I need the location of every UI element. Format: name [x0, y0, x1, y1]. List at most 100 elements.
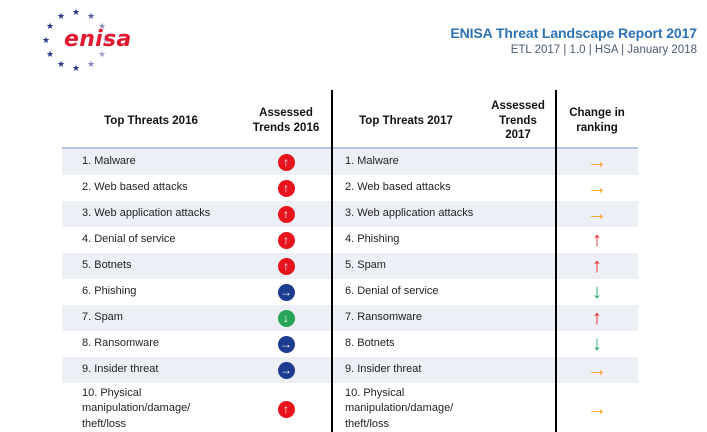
enisa-logo: enisa [40, 8, 140, 76]
trend-circle-icon [510, 232, 527, 249]
trend-circle-icon [510, 206, 527, 223]
trend-circle-icon [277, 361, 295, 379]
trend-2017-cell [480, 357, 556, 383]
threat-2016-label: 8. Ransomware [82, 337, 160, 350]
eu-star-icon [72, 8, 80, 17]
column-divider [555, 90, 557, 432]
ranking-change-arrow-icon [587, 399, 607, 419]
threat-2017-label: 3. Web application attacks [345, 207, 474, 220]
threat-2016-label: 6. Phishing [82, 285, 137, 298]
trend-2017-cell [480, 331, 556, 357]
table-row: 1. Malware 1. Malware [62, 149, 638, 175]
threat-2017-label: 5. Spam [345, 259, 386, 272]
report-title-block: ENISA Threat Landscape Report 2017 ETL 2… [450, 25, 697, 56]
trend-circle-icon [277, 179, 295, 197]
trend-2017-cell [480, 149, 556, 175]
threat-2016-label: 9. Insider threat [82, 363, 159, 376]
ranking-change-arrow-icon [587, 360, 607, 380]
column-header-change-in-ranking: Change in ranking [569, 107, 625, 134]
trend-2017-cell [480, 305, 556, 331]
table-row: 4. Denial of service 4. Phishing [62, 227, 638, 253]
table-row: 10. Physical manipulation/damage/ theft/… [62, 383, 638, 432]
ranking-change-arrow-icon [592, 230, 602, 250]
trend-circle-icon [277, 231, 295, 249]
change-in-ranking-cell [556, 357, 638, 383]
trend-2017-cell [480, 386, 556, 432]
trend-circle-icon [510, 336, 527, 353]
trend-circle-icon [277, 309, 295, 327]
threat-2017-label: 1. Malware [345, 155, 399, 168]
trend-circle-icon [277, 153, 295, 171]
change-in-ranking-cell [556, 279, 638, 305]
table-row: 6. Phishing 6. Denial of service [62, 279, 638, 305]
change-in-ranking-cell [556, 305, 638, 331]
trend-circle-icon [277, 335, 295, 353]
threat-2017-label: 7. Ransomware [345, 311, 423, 324]
threat-2017-label: 4. Phishing [345, 233, 400, 246]
trend-circle-icon [510, 258, 527, 275]
threat-2017-label: 8. Botnets [345, 337, 395, 350]
change-in-ranking-cell [556, 227, 638, 253]
trend-circle-icon [277, 283, 295, 301]
table-row: 3. Web application attacks 3. Web applic… [62, 201, 638, 227]
trend-2016-cell [240, 253, 332, 279]
threat-2016-label: 1. Malware [82, 155, 136, 168]
change-in-ranking-cell [556, 175, 638, 201]
trend-circle-icon [510, 362, 527, 379]
change-in-ranking-cell [556, 149, 638, 175]
change-in-ranking-cell [556, 253, 638, 279]
trend-2017-cell [480, 253, 556, 279]
table-header-row: Top Threats 2016 Assessed Trends 2016 To… [62, 95, 638, 147]
trend-2016-cell [240, 227, 332, 253]
report-title: ENISA Threat Landscape Report 2017 [450, 25, 697, 41]
threat-2016-label: 3. Web application attacks [82, 207, 211, 220]
threat-2017-label: 2. Web based attacks [345, 181, 451, 194]
column-divider [331, 90, 333, 432]
trend-2016-cell [240, 201, 332, 227]
eu-star-icon [42, 36, 50, 45]
eu-star-icon [72, 64, 80, 73]
eu-star-icon [57, 60, 65, 69]
change-in-ranking-cell [556, 386, 638, 432]
column-header-assessed-trends-2017: Assessed Trends 2017 [491, 99, 545, 142]
enisa-logo-text: enisa [64, 27, 132, 52]
eu-star-icon [87, 60, 95, 69]
trend-circle-icon [277, 205, 295, 223]
table-row: 5. Botnets 5. Spam [62, 253, 638, 279]
trend-2017-cell [480, 201, 556, 227]
eu-star-icon [87, 12, 95, 21]
change-in-ranking-cell [556, 201, 638, 227]
table-row: 7. Spam 7. Ransomware [62, 305, 638, 331]
eu-star-icon [57, 12, 65, 21]
trend-2016-cell [240, 149, 332, 175]
threat-2017-label: 9. Insider threat [345, 363, 422, 376]
trend-circle-icon [277, 400, 295, 418]
threat-2017-label: 10. Physical manipulation/damage/ theft/… [345, 387, 454, 430]
ranking-change-arrow-icon [592, 308, 602, 328]
trend-2017-cell [480, 175, 556, 201]
trend-circle-icon [277, 257, 295, 275]
trend-2016-cell [240, 331, 332, 357]
trend-2016-cell [240, 357, 332, 383]
eu-star-icon [46, 22, 54, 31]
report-subtitle: ETL 2017 | 1.0 | HSA | January 2018 [510, 44, 697, 56]
threat-2016-label: 5. Botnets [82, 259, 132, 272]
trend-2017-cell [480, 279, 556, 305]
column-header-assessed-trends-2016: Assessed Trends 2016 [252, 107, 320, 134]
threat-2017-label: 6. Denial of service [345, 285, 439, 298]
trend-circle-icon [510, 401, 527, 418]
trend-circle-icon [510, 284, 527, 301]
threat-2016-label: 10. Physical manipulation/damage/ theft/… [82, 387, 191, 430]
threat-2016-label: 4. Denial of service [82, 233, 176, 246]
trend-circle-icon [510, 154, 527, 171]
trend-2016-cell [240, 386, 332, 432]
table-row: 8. Ransomware 8. Botnets [62, 331, 638, 357]
table-row: 9. Insider threat 9. Insider threat [62, 357, 638, 383]
ranking-change-arrow-icon [592, 282, 602, 302]
column-header-top-threats-2017: Top Threats 2017 [359, 114, 453, 127]
ranking-change-arrow-icon [592, 334, 602, 354]
trend-2016-cell [240, 175, 332, 201]
threat-2016-label: 2. Web based attacks [82, 181, 188, 194]
ranking-change-arrow-icon [587, 204, 607, 224]
